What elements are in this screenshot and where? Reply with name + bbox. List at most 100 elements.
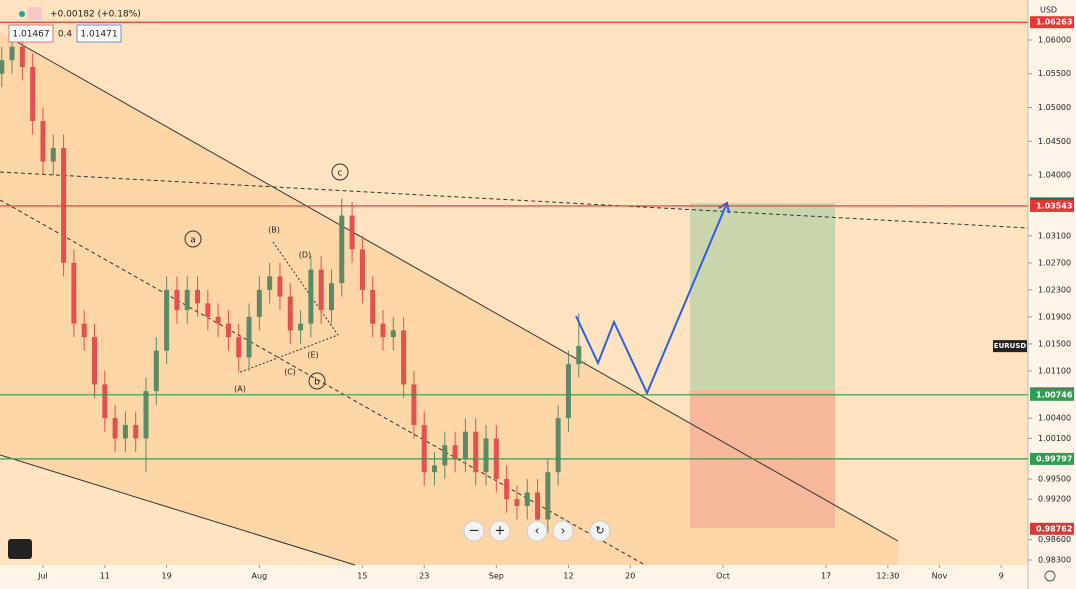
y-tick-label: 1.05500 xyxy=(1038,69,1071,78)
x-tick-label: Aug xyxy=(252,572,268,581)
price-axis-bg xyxy=(1028,0,1076,589)
x-tick-label: Jul xyxy=(37,572,48,581)
channel-lower xyxy=(0,454,356,566)
svg-text:↻: ↻ xyxy=(595,524,604,537)
symbol-badge xyxy=(993,340,1027,353)
price-badge-label: 0.98762 xyxy=(1036,524,1072,533)
candle-body xyxy=(545,472,551,520)
x-tick-label: 19 xyxy=(162,572,172,581)
svg-text:−: − xyxy=(469,524,480,539)
y-tick-label: 0.99500 xyxy=(1038,474,1071,483)
candle-body xyxy=(122,424,128,439)
symbol-label: EURUSD xyxy=(994,342,1027,350)
time-axis-bg xyxy=(0,565,1028,589)
x-tick-label: 20 xyxy=(625,572,635,581)
channel-upper xyxy=(9,37,899,542)
settings[interactable] xyxy=(1044,570,1056,582)
candle-body xyxy=(246,316,252,358)
x-tick-label: 15 xyxy=(357,572,367,581)
candle-body xyxy=(184,289,190,311)
candle-body xyxy=(452,445,458,459)
candle-body xyxy=(483,438,489,473)
trend-line xyxy=(0,171,1029,229)
x-tick-label: 9 xyxy=(999,572,1004,581)
candle-body xyxy=(328,283,334,311)
candle-body xyxy=(174,289,180,311)
candle-body xyxy=(19,46,25,67)
zoom-in[interactable] xyxy=(489,520,511,542)
y-tick-label: 1.04500 xyxy=(1038,137,1071,146)
x-tick-label: 12 xyxy=(563,572,573,581)
candle-body xyxy=(225,323,231,338)
price-badge-label: 1.03543 xyxy=(1036,201,1072,210)
y-tick-label: 1.05000 xyxy=(1038,103,1071,112)
reset[interactable] xyxy=(589,520,611,542)
candle-body xyxy=(50,148,56,162)
target-zone xyxy=(690,203,835,390)
candle-body xyxy=(349,215,355,250)
bid: 1.01467 xyxy=(12,30,49,40)
wave-label: (D) xyxy=(299,251,311,260)
wave-circle xyxy=(308,372,326,390)
candle-body xyxy=(473,431,479,473)
price-badge xyxy=(1030,522,1074,535)
price-badge xyxy=(1030,388,1074,401)
candle-body xyxy=(153,350,159,392)
y-tick-label: 1.06000 xyxy=(1038,35,1071,44)
candle-body xyxy=(442,445,448,466)
candle-body xyxy=(462,431,468,459)
candle-body xyxy=(576,346,582,365)
wave-label: a xyxy=(190,236,196,246)
candle-body xyxy=(565,364,571,419)
x-tick-label: Nov xyxy=(932,572,948,581)
y-tick-label: 1.02300 xyxy=(1038,285,1071,294)
controls: − + ‹ › ↻ xyxy=(463,520,611,542)
channel-fill xyxy=(0,32,898,565)
candle-body xyxy=(380,323,386,338)
scroll-right[interactable] xyxy=(552,520,574,542)
y-tick-label: 0.98300 xyxy=(1038,556,1071,565)
candle-body xyxy=(9,46,15,61)
candle-body xyxy=(401,330,407,385)
candle-body xyxy=(359,249,365,290)
candle-body xyxy=(370,289,376,324)
price-badge-label: 1.06263 xyxy=(1036,18,1072,27)
price-badge-label: 1.00746 xyxy=(1036,390,1073,399)
x-tick-label: 12:30 xyxy=(876,572,899,581)
candle-body xyxy=(298,323,304,331)
candle-body xyxy=(30,66,36,122)
wave-label: (C) xyxy=(284,368,296,377)
svg-text:+: + xyxy=(495,524,506,539)
candle-body xyxy=(390,330,396,338)
zoom-out[interactable] xyxy=(463,520,485,542)
scroll-left[interactable] xyxy=(526,520,548,542)
bid-box[interactable] xyxy=(8,24,54,43)
currency: USD xyxy=(1040,6,1057,15)
y-tick-label: 1.03100 xyxy=(1038,231,1071,240)
candle-body xyxy=(287,296,293,331)
spread: 0.4 xyxy=(58,30,73,40)
x-tick-label: Sep xyxy=(489,572,504,581)
x-tick-label: 17 xyxy=(821,572,831,581)
candle-body xyxy=(143,391,149,439)
logo xyxy=(8,539,32,559)
candle-body xyxy=(164,289,170,351)
ask: 1.01471 xyxy=(80,30,117,40)
candle-body xyxy=(555,418,561,473)
candle-body xyxy=(0,60,5,74)
price-badge xyxy=(1030,452,1074,465)
svg-text:‹: ‹ xyxy=(535,524,540,538)
candle-body xyxy=(195,289,201,304)
wave-label: (A) xyxy=(234,385,246,394)
ask-box[interactable] xyxy=(76,24,122,43)
candle-body xyxy=(40,121,46,162)
candle-body xyxy=(277,276,283,297)
y-tick-label: 1.01100 xyxy=(1038,366,1071,375)
candle-body xyxy=(215,316,221,324)
candle-body xyxy=(524,492,530,506)
candle-body xyxy=(339,215,345,284)
price-badge xyxy=(1030,16,1074,29)
candle-body xyxy=(81,323,87,338)
candle-body xyxy=(432,465,438,473)
